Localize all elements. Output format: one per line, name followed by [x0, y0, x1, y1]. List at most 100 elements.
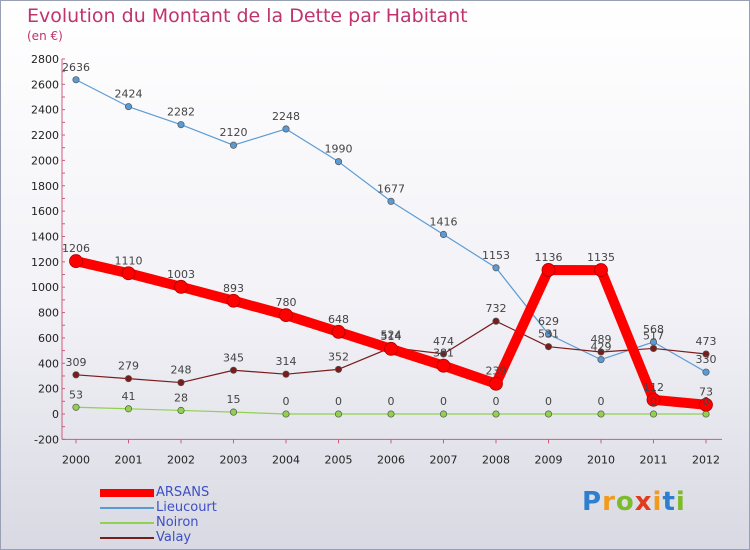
data-label-arsans: 239 [486, 365, 507, 378]
data-label-valay: 309 [66, 356, 87, 369]
data-point-lieucourt [334, 158, 343, 166]
data-label-lieucourt: 568 [643, 323, 664, 336]
data-point-noiron [439, 410, 448, 418]
y-tick-label: 1200 [31, 256, 59, 269]
data-label-lieucourt: 1677 [377, 182, 405, 195]
data-point-valay [124, 375, 133, 383]
data-point-noiron [124, 405, 133, 413]
data-point-noiron [282, 410, 290, 418]
data-label-arsans: 780 [276, 296, 297, 309]
data-label-valay: 732 [486, 302, 507, 315]
data-point-arsans [541, 263, 556, 277]
data-label-valay: 524 [381, 329, 402, 342]
data-label-valay: 473 [696, 335, 717, 348]
data-point-arsans [489, 376, 503, 391]
data-label-noiron: 0 [283, 395, 290, 408]
data-point-noiron [544, 410, 553, 418]
legend-label: Valay [156, 530, 192, 545]
y-tick-label: 1600 [31, 205, 59, 218]
data-label-valay: 345 [223, 351, 244, 364]
x-tick-label: 2007 [430, 453, 458, 466]
y-tick-label: -200 [34, 433, 59, 446]
legend-swatch [100, 507, 154, 509]
y-tick-label: 2000 [31, 154, 59, 167]
y-tick-label: 600 [38, 332, 59, 345]
data-point-lieucourt [124, 103, 133, 111]
data-label-valay: 489 [591, 333, 612, 346]
y-tick-label: 1000 [31, 281, 59, 294]
data-point-lieucourt [597, 356, 605, 364]
data-label-arsans: 648 [328, 313, 349, 326]
data-point-arsans [121, 266, 136, 281]
proxiti-logo: Proxiti [582, 487, 686, 517]
x-tick-label: 2001 [115, 453, 143, 466]
data-label-arsans: 1135 [587, 251, 615, 264]
y-tick-label: 200 [38, 383, 59, 396]
data-label-arsans: 514 [381, 330, 402, 343]
data-label-noiron: 28 [174, 391, 188, 404]
data-label-noiron: 0 [598, 395, 605, 408]
data-point-arsans [436, 358, 451, 373]
data-point-lieucourt [492, 264, 500, 272]
data-label-lieucourt: 1153 [482, 249, 510, 262]
data-label-noiron: 0 [440, 395, 447, 408]
y-tick-label: 800 [38, 307, 59, 320]
data-label-noiron: 0 [335, 395, 342, 408]
data-point-arsans [594, 263, 608, 277]
data-label-valay: 517 [643, 329, 664, 342]
data-label-valay: 474 [433, 335, 454, 348]
data-label-noiron: 41 [122, 390, 136, 403]
data-label-lieucourt: 629 [538, 315, 559, 328]
data-label-valay: 531 [538, 328, 559, 341]
legend-swatch [100, 489, 154, 497]
y-tick-label: 2400 [31, 104, 59, 117]
data-point-arsans [69, 254, 83, 268]
data-point-arsans [279, 308, 293, 322]
x-tick-label: 2005 [325, 453, 353, 466]
logo-letter: x [634, 487, 653, 517]
data-label-noiron: 0 [545, 395, 552, 408]
data-point-noiron [177, 406, 185, 414]
data-label-valay: 279 [118, 360, 139, 373]
data-point-arsans [174, 279, 188, 294]
data-label-noiron: 0 [650, 395, 657, 408]
y-tick-label: 1400 [31, 230, 59, 243]
data-point-lieucourt [282, 125, 290, 133]
data-label-lieucourt: 1990 [325, 143, 353, 156]
chart-title: Evolution du Montant de la Dette par Hab… [27, 5, 468, 27]
data-point-noiron [387, 410, 395, 418]
data-point-lieucourt [544, 330, 553, 338]
data-point-valay [649, 344, 658, 352]
data-label-noiron: 0 [388, 395, 395, 408]
y-tick-label: 1800 [31, 180, 59, 193]
y-tick-label: 2200 [31, 129, 59, 142]
legend-swatch [100, 522, 154, 524]
data-point-noiron [334, 410, 343, 418]
data-label-lieucourt: 2248 [272, 110, 300, 123]
x-tick-label: 2000 [62, 453, 90, 466]
y-tick-label: 0 [52, 408, 59, 421]
data-point-noiron [229, 408, 238, 416]
logo-letter: r [602, 487, 616, 517]
data-label-lieucourt: 429 [591, 341, 612, 354]
data-label-arsans: 381 [433, 347, 454, 360]
x-tick-label: 2003 [220, 453, 248, 466]
data-point-valay [492, 317, 500, 325]
legend-label: Noiron [156, 515, 199, 530]
data-label-noiron: 0 [493, 395, 500, 408]
logo-letter: o [615, 487, 635, 517]
legend-label: ARSANS [156, 485, 210, 500]
data-label-lieucourt: 330 [696, 353, 717, 366]
data-point-noiron [597, 410, 605, 418]
data-point-noiron [492, 410, 500, 418]
data-label-lieucourt: 2424 [115, 88, 143, 101]
data-label-valay: 352 [328, 350, 349, 363]
x-tick-label: 2008 [482, 453, 510, 466]
data-point-valay [439, 350, 448, 358]
data-label-noiron: 0 [703, 395, 710, 408]
data-point-lieucourt [72, 76, 80, 84]
data-label-valay: 314 [276, 355, 297, 368]
data-label-noiron: 15 [227, 393, 241, 406]
data-label-arsans: 1136 [535, 251, 563, 264]
